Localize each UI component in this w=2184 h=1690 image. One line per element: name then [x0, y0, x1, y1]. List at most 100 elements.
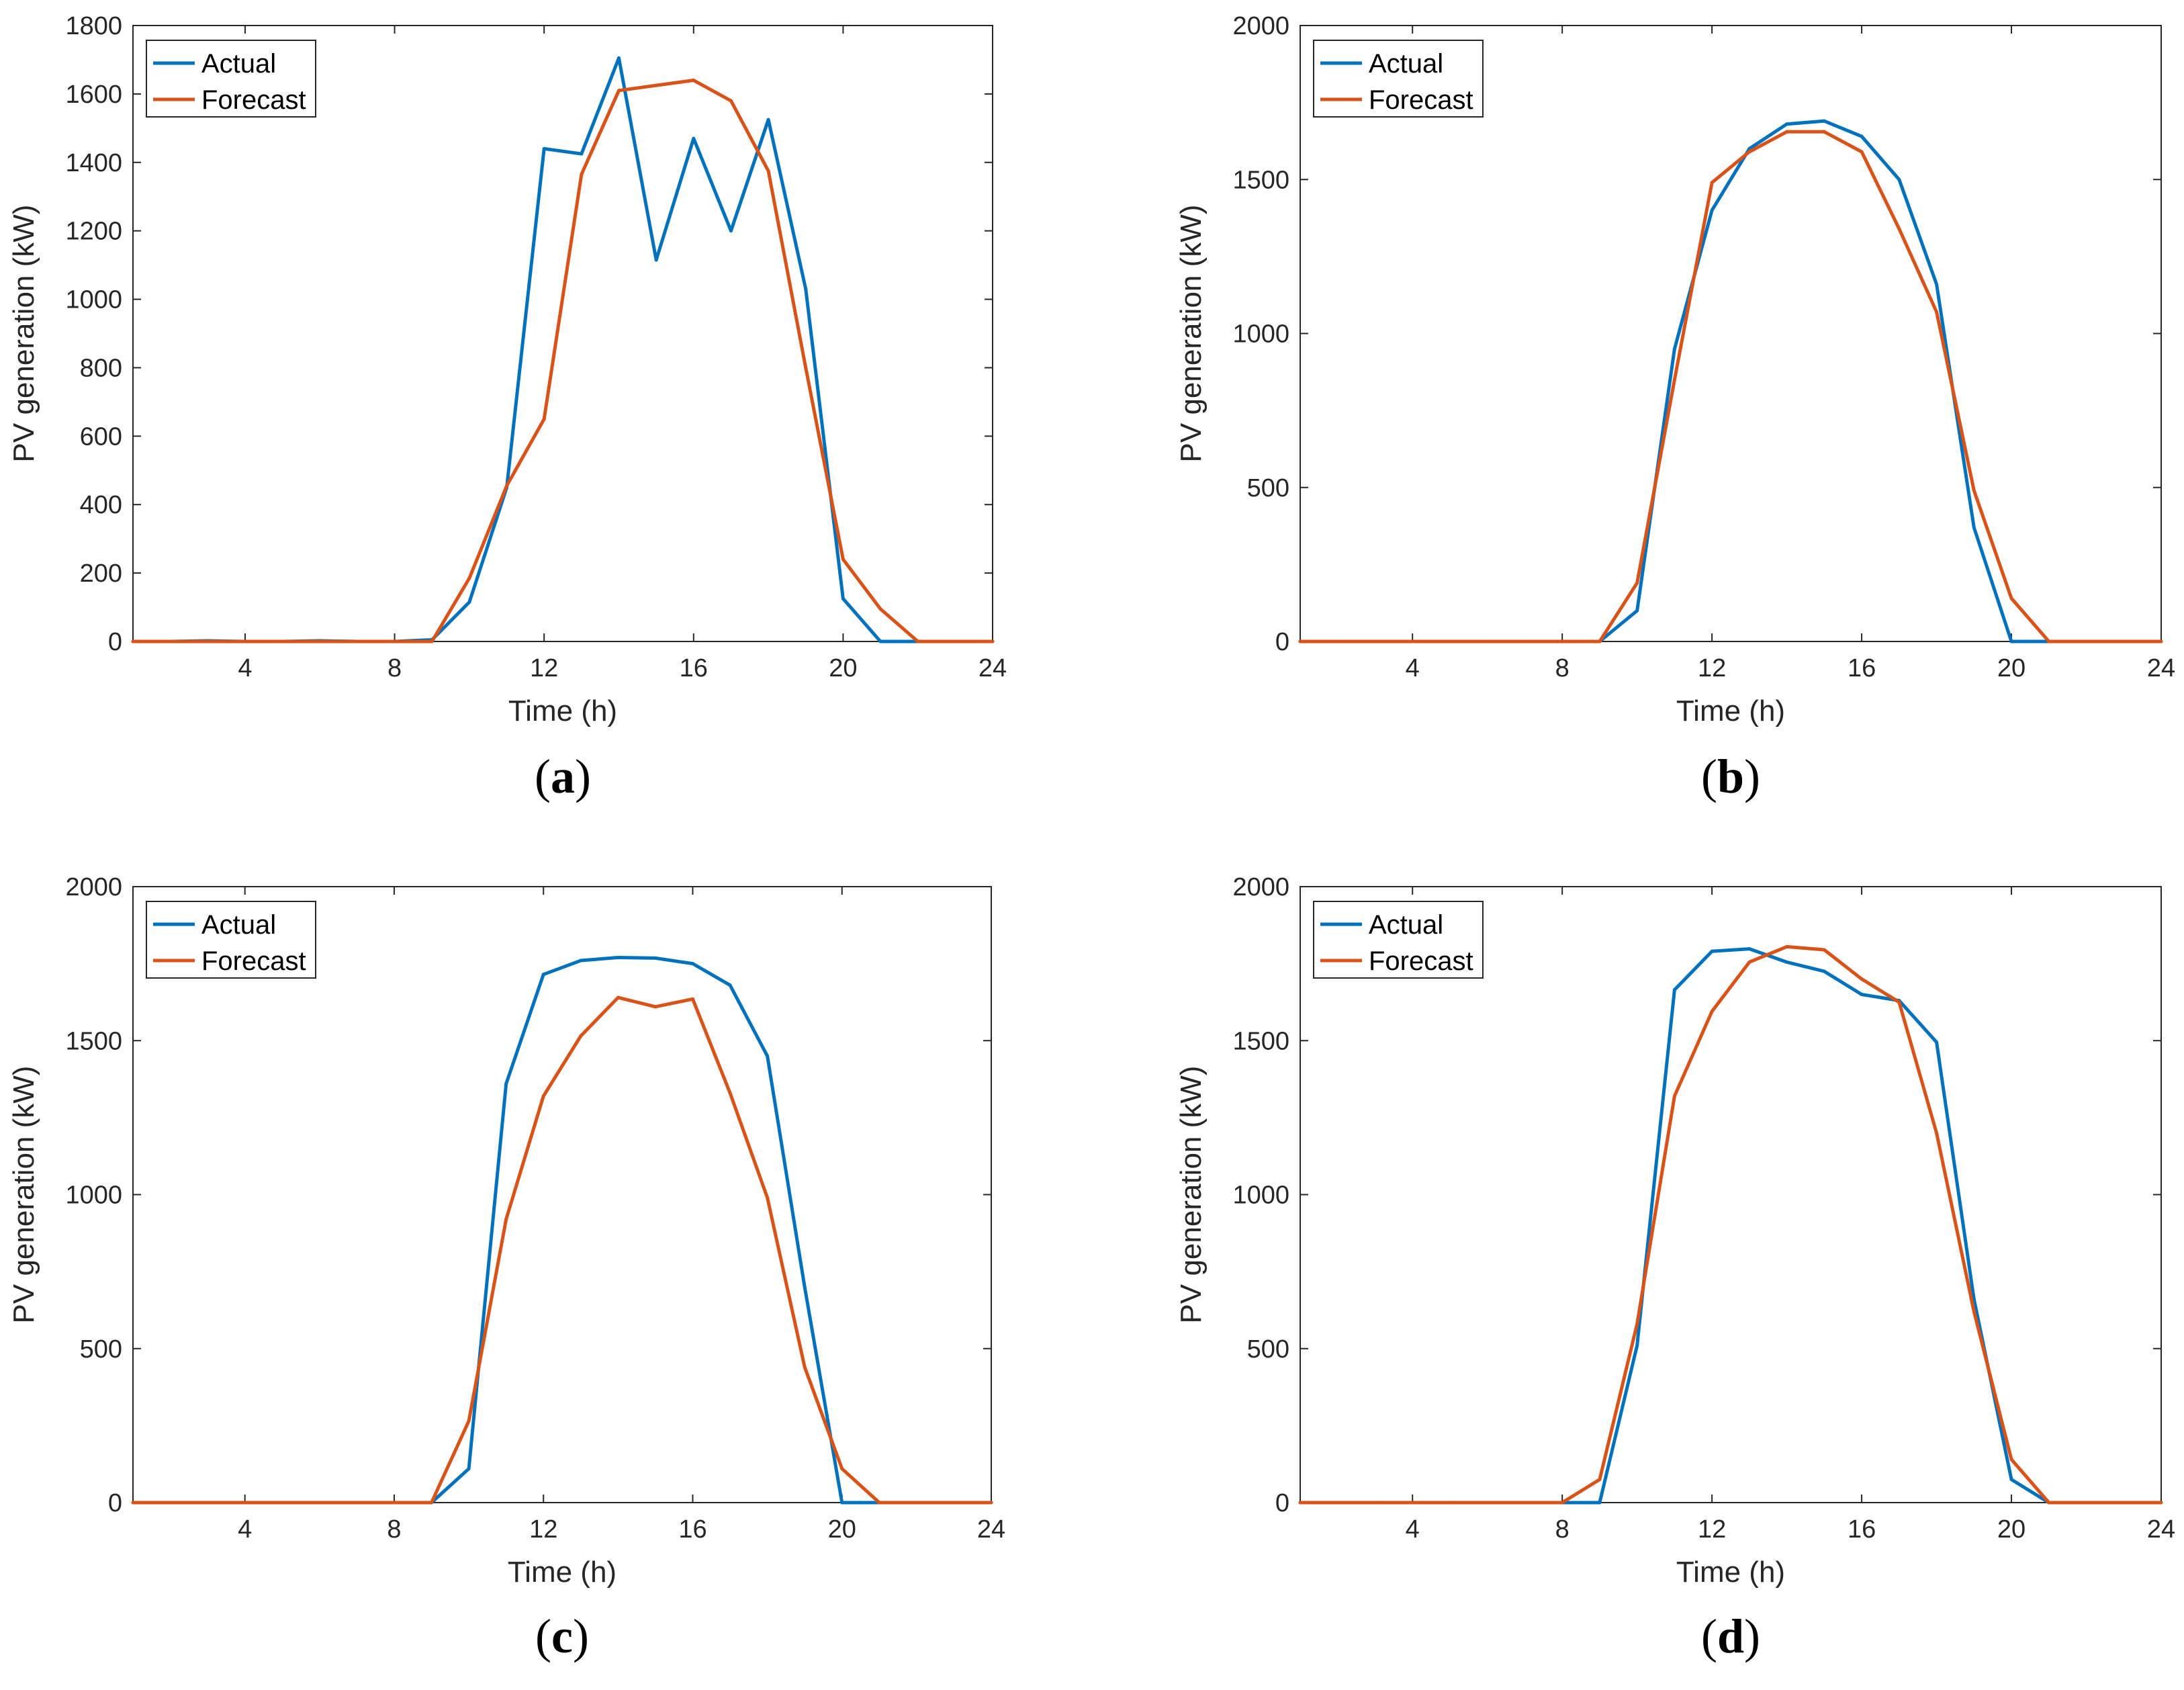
data-point-forecast [878, 607, 882, 611]
chart-panel-b: 4 8 12 16 20 24 0 500 1000 1500 2000 Time (h) PV gen… [1175, 12, 2175, 803]
legend [146, 40, 316, 118]
data-point-forecast [616, 995, 620, 999]
series-line-forecast [133, 995, 991, 1505]
x-tick-label: 24 [2147, 654, 2175, 682]
data-point-forecast [1860, 977, 1864, 981]
data-point-forecast [393, 639, 397, 643]
x-tick-label: 16 [1848, 654, 1876, 682]
data-point-forecast [1522, 1501, 1527, 1505]
data-point-forecast [729, 99, 733, 103]
data-point-forecast [1822, 130, 1826, 134]
data-point-actual [766, 118, 770, 122]
data-point-forecast [2085, 639, 2089, 643]
plot-area [1300, 886, 2162, 1503]
data-point-forecast [2009, 1458, 2013, 1462]
y-tick-label: 400 [80, 491, 122, 519]
y-tick-label: 0 [1275, 628, 1289, 656]
data-point-forecast [2009, 596, 2013, 601]
x-tick-label: 12 [1698, 1515, 1726, 1544]
data-point-forecast [1373, 1501, 1377, 1505]
data-point-forecast [617, 89, 621, 93]
x-tick-label: 8 [1555, 1515, 1569, 1544]
data-point-forecast [991, 639, 995, 643]
data-point-forecast [989, 1501, 993, 1505]
y-tick-label: 1400 [65, 149, 122, 177]
x-tick-label: 24 [977, 1515, 1005, 1544]
x-tick-label: 4 [238, 654, 252, 682]
data-point-forecast [169, 639, 173, 643]
data-point-actual [1747, 947, 1751, 951]
legend [1313, 40, 1484, 118]
data-point-forecast [318, 1501, 322, 1505]
data-point-forecast [1860, 150, 1864, 154]
data-point-forecast [1710, 1010, 1714, 1014]
x-tick-label: 4 [1406, 1515, 1420, 1544]
data-point-actual [616, 955, 620, 959]
data-point-forecast [580, 173, 584, 177]
data-point-actual [1935, 282, 1939, 286]
chart-panel-c: 4 8 12 16 20 24 0 500 1000 1500 2000 Time (h) PV gen… [7, 873, 1005, 1663]
data-point-actual [504, 1081, 508, 1085]
data-point-forecast [1710, 181, 1714, 185]
data-point-actual [1972, 525, 1976, 529]
data-point-forecast [355, 639, 359, 643]
data-point-forecast [1598, 639, 1602, 643]
data-point-actual [617, 56, 621, 60]
data-point-actual [1860, 134, 1864, 138]
x-tick-label: 8 [1555, 654, 1569, 682]
data-point-actual [840, 1501, 844, 1505]
data-point-actual [878, 639, 882, 643]
data-point-forecast [206, 1501, 210, 1505]
data-point-forecast [1635, 1322, 1639, 1326]
data-point-actual [1672, 347, 1676, 351]
data-point-actual [1785, 960, 1789, 964]
data-point-forecast [804, 365, 808, 369]
data-point-forecast [1785, 130, 1789, 134]
data-point-forecast [2085, 1501, 2089, 1505]
data-point-forecast [1448, 639, 1452, 643]
data-point-actual [803, 1285, 807, 1289]
x-tick-label: 20 [829, 654, 857, 682]
data-point-actual [1935, 1040, 1939, 1044]
x-tick-label: 12 [530, 654, 558, 682]
plot-area [1300, 25, 2162, 642]
data-point-forecast [953, 639, 957, 643]
y-tick-label: 0 [1275, 1489, 1289, 1517]
y-tick-label: 2000 [65, 873, 122, 901]
legend-label-actual: Actual [1369, 910, 1443, 940]
y-tick-label: 2000 [1232, 873, 1289, 901]
panel-label: (d) [1701, 1609, 1760, 1663]
data-point-forecast [169, 1501, 173, 1505]
data-point-forecast [467, 1419, 471, 1423]
data-point-forecast [1560, 639, 1564, 643]
legend [1313, 901, 1484, 979]
x-axis-title: Time (h) [1676, 695, 1785, 727]
y-tick-label: 1600 [65, 81, 122, 109]
data-point-forecast [653, 1005, 657, 1009]
data-point-actual [692, 136, 696, 140]
data-point-actual [1672, 988, 1676, 992]
y-tick-label: 1500 [1232, 166, 1289, 194]
data-point-forecast [541, 1094, 545, 1098]
data-point-actual [1860, 992, 1864, 996]
legend-label-actual: Actual [201, 49, 276, 79]
data-point-forecast [505, 484, 509, 488]
data-point-forecast [131, 639, 135, 643]
data-point-actual [467, 600, 471, 604]
panel-label: (b) [1701, 750, 1760, 803]
legend-label-actual: Actual [201, 910, 276, 940]
data-point-forecast [766, 169, 770, 173]
data-point-forecast [430, 639, 434, 643]
data-point-forecast [131, 1501, 135, 1505]
data-point-forecast [1598, 1478, 1602, 1482]
data-point-forecast [206, 639, 210, 643]
data-point-forecast [2122, 1501, 2126, 1505]
data-point-forecast [1972, 1310, 1976, 1314]
legend-label-forecast: Forecast [201, 946, 306, 976]
data-point-forecast [430, 1501, 434, 1505]
data-point-actual [580, 152, 584, 156]
y-tick-label: 800 [80, 354, 122, 382]
legend-label-actual: Actual [1369, 49, 1443, 79]
data-point-actual [804, 287, 808, 291]
